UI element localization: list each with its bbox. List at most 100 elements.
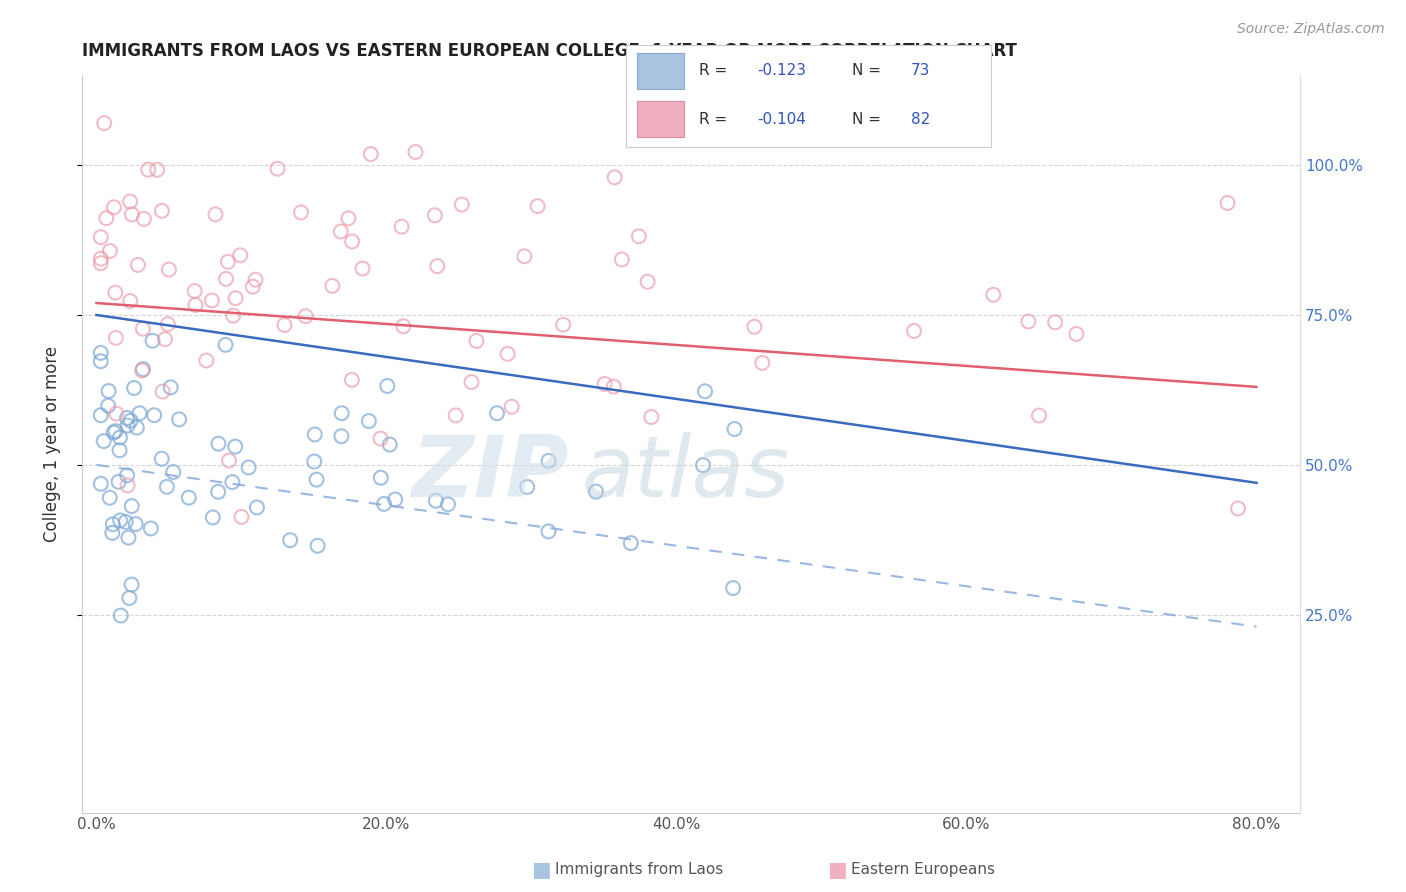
Point — [221, 475, 243, 489]
Point — [195, 353, 218, 368]
Point — [117, 478, 139, 492]
Point — [450, 197, 472, 211]
Point — [162, 465, 184, 479]
Point — [340, 235, 363, 249]
Point — [903, 324, 925, 338]
Point — [437, 497, 460, 511]
Point — [201, 510, 224, 524]
Point — [496, 347, 519, 361]
Point — [744, 319, 766, 334]
Point — [304, 454, 326, 468]
Point — [723, 422, 745, 436]
Point — [242, 279, 264, 293]
Point — [132, 211, 155, 226]
Point — [98, 491, 121, 505]
Point — [207, 436, 229, 450]
Point — [90, 354, 112, 368]
Point — [115, 411, 138, 425]
Point — [177, 491, 200, 505]
Bar — [637, 101, 685, 137]
Point — [378, 437, 401, 451]
Point — [150, 203, 173, 218]
Point — [370, 471, 392, 485]
Point — [93, 434, 115, 449]
Text: ■: ■ — [531, 860, 551, 880]
Text: -0.104: -0.104 — [758, 112, 806, 127]
Point — [214, 338, 236, 352]
Point — [156, 317, 179, 331]
Point — [278, 533, 301, 548]
Point — [337, 211, 360, 226]
Point — [207, 484, 229, 499]
Point — [585, 484, 607, 499]
Point — [159, 380, 181, 394]
Point — [132, 322, 155, 336]
Text: N =: N = — [852, 62, 886, 78]
Point — [340, 373, 363, 387]
Point — [204, 207, 226, 221]
Point — [751, 356, 773, 370]
Point — [101, 525, 124, 540]
Point — [305, 473, 328, 487]
Point — [142, 334, 165, 348]
Point — [425, 493, 447, 508]
Point — [485, 406, 508, 420]
Point — [131, 363, 153, 377]
Point — [304, 427, 326, 442]
Point — [101, 517, 124, 532]
Point — [1017, 314, 1039, 328]
Point — [215, 272, 238, 286]
Point — [329, 225, 352, 239]
Point — [150, 451, 173, 466]
Point — [156, 480, 179, 494]
Point — [465, 334, 488, 348]
Point — [231, 509, 253, 524]
Text: 82: 82 — [911, 112, 929, 127]
Point — [97, 399, 120, 413]
Point — [1028, 409, 1050, 423]
Point — [593, 376, 616, 391]
Point — [692, 458, 714, 472]
Point — [245, 273, 267, 287]
Point — [125, 517, 148, 532]
Point — [392, 319, 415, 334]
Point — [620, 536, 643, 550]
Text: R =: R = — [699, 62, 733, 78]
Point — [108, 513, 131, 527]
Point — [117, 418, 139, 433]
Point — [121, 207, 143, 221]
Point — [167, 412, 190, 426]
Text: Eastern Europeans: Eastern Europeans — [851, 863, 994, 877]
Text: 73: 73 — [911, 62, 931, 78]
Text: atlas: atlas — [581, 432, 789, 515]
Point — [516, 480, 538, 494]
Point — [225, 291, 247, 305]
Point — [307, 539, 329, 553]
Point — [105, 407, 128, 421]
Point — [90, 230, 112, 244]
Point — [537, 524, 560, 539]
Point — [184, 298, 207, 312]
Point — [610, 252, 633, 267]
Point — [115, 468, 138, 483]
Point — [97, 384, 120, 398]
Point — [218, 453, 240, 467]
Point — [273, 318, 295, 332]
Point — [120, 294, 142, 309]
Point — [139, 521, 162, 535]
Point — [118, 591, 141, 605]
Point — [627, 229, 650, 244]
Text: IMMIGRANTS FROM LAOS VS EASTERN EUROPEAN COLLEGE, 1 YEAR OR MORE CORRELATION CHA: IMMIGRANTS FROM LAOS VS EASTERN EUROPEAN… — [82, 42, 1017, 60]
Text: -0.123: -0.123 — [758, 62, 806, 78]
Point — [404, 145, 426, 159]
Point — [183, 284, 205, 298]
Point — [114, 515, 136, 529]
Point — [229, 248, 252, 262]
Point — [526, 199, 548, 213]
Point — [603, 170, 626, 185]
Point — [693, 384, 716, 399]
Point — [110, 608, 132, 623]
Point — [501, 400, 523, 414]
Point — [104, 424, 127, 438]
Point — [90, 252, 112, 266]
